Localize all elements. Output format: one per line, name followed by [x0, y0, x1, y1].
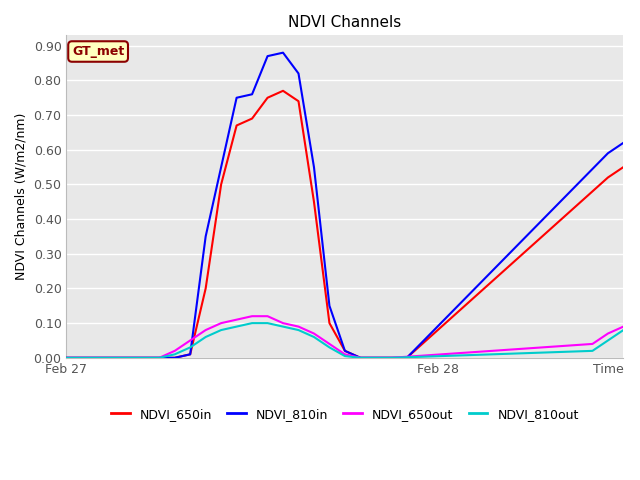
Y-axis label: NDVI Channels (W/m2/nm): NDVI Channels (W/m2/nm)	[15, 113, 28, 280]
Legend: NDVI_650in, NDVI_810in, NDVI_650out, NDVI_810out: NDVI_650in, NDVI_810in, NDVI_650out, NDV…	[106, 403, 584, 426]
Text: GT_met: GT_met	[72, 45, 124, 58]
Title: NDVI Channels: NDVI Channels	[288, 15, 401, 30]
